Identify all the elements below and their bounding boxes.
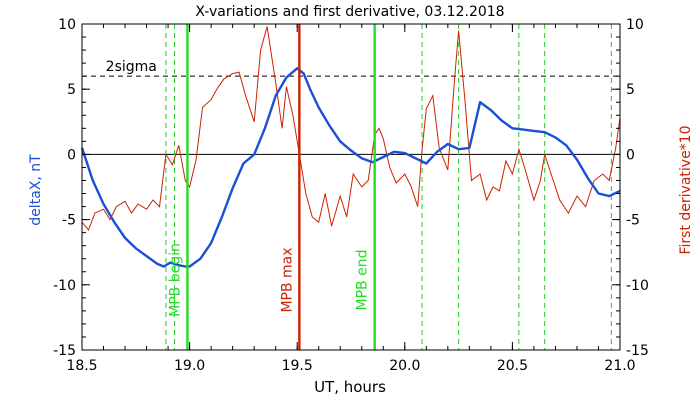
- y-tick-left-label-0: -15: [53, 343, 76, 359]
- y-axis-left-label: deltaX, nT: [28, 154, 44, 226]
- marker-label-1: MPB max: [279, 247, 295, 312]
- marker-label-0: MPB begin: [167, 243, 183, 317]
- plot-frame: [81, 23, 621, 351]
- x-tick-label-3: 20.0: [389, 358, 420, 374]
- marker-label-2: MPB end: [355, 250, 371, 311]
- y-tick-right-label-2: -5: [626, 213, 640, 229]
- y-tick-left-label-5: 10: [58, 17, 76, 33]
- series-derivative-line: [81, 26, 621, 231]
- y-tick-right-label-0: -15: [626, 343, 649, 359]
- y-tick-right-label-4: 5: [626, 82, 635, 98]
- x-tick-label-2: 19.5: [282, 358, 313, 374]
- y-tick-left-label-1: -10: [53, 278, 76, 294]
- x-tick-label-5: 21.0: [604, 358, 635, 374]
- x-tick-label-1: 19.0: [174, 358, 205, 374]
- sigma-label: 2sigma: [106, 59, 157, 75]
- y-tick-left-label-3: 0: [67, 147, 76, 163]
- x-axis-label: UT, hours: [314, 378, 386, 396]
- series-deltax-line: [80, 67, 621, 268]
- y-tick-left-label-4: 5: [67, 82, 76, 98]
- x-tick-label-4: 20.5: [497, 358, 528, 374]
- y-tick-right-label-5: 10: [626, 17, 644, 33]
- x-tick-label-0: 18.5: [66, 358, 97, 374]
- y-axis-right-label: First derivative*10: [678, 125, 694, 254]
- y-tick-left-label-2: -5: [62, 213, 76, 229]
- y-tick-right-label-1: -10: [626, 278, 649, 294]
- y-tick-right-label-3: 0: [626, 147, 635, 163]
- chart-title: X-variations and first derivative, 03.12…: [195, 4, 504, 20]
